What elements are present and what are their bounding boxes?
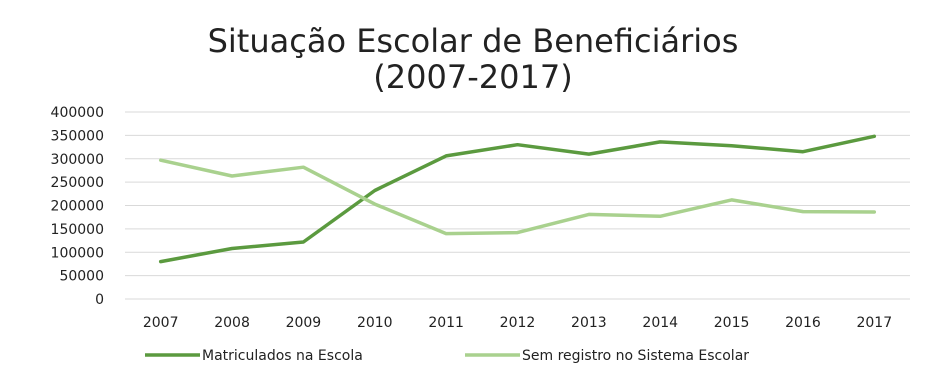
y-tick-label: 50000	[59, 269, 104, 285]
chart-title-line-2: (2007-2017)	[373, 58, 572, 96]
x-tick-label: 2010	[357, 315, 393, 331]
chart-title: Situação Escolar de Beneficiários (2007-…	[208, 22, 739, 96]
y-tick-label: 200000	[51, 199, 104, 215]
x-axis-tick-labels: 2007 2008 2009 2010 2011 2012 2013 2014 2015 2016…	[143, 315, 892, 331]
y-tick-label: 400000	[51, 105, 104, 121]
x-tick-label: 2012	[500, 315, 536, 331]
x-tick-label: 2007	[143, 315, 179, 331]
x-tick-label: 2011	[428, 315, 464, 331]
x-tick-label: 2014	[642, 315, 678, 331]
series-line-1	[158, 134, 877, 264]
y-tick-label: 250000	[51, 175, 104, 191]
chart-title-line-1: Situação Escolar de Beneficiários	[208, 22, 739, 60]
legend-label-2: Sem registro no Sistema Escolar	[522, 348, 749, 364]
x-tick-label: 2016	[785, 315, 821, 331]
x-tick-label: 2015	[714, 315, 750, 331]
x-tick-label: 2009	[286, 315, 322, 331]
grid	[125, 111, 910, 300]
y-tick-label: 150000	[51, 222, 104, 238]
x-tick-label: 2013	[571, 315, 607, 331]
y-tick-label: 100000	[51, 245, 104, 261]
series-line-2	[158, 158, 877, 236]
y-tick-label: 300000	[51, 152, 104, 168]
y-tick-label: 0	[95, 292, 104, 308]
legend: Matriculados na Escola Sem registro no Si…	[145, 348, 749, 364]
series-lines	[158, 134, 877, 264]
y-tick-label: 350000	[51, 128, 104, 144]
x-tick-label: 2008	[214, 315, 250, 331]
y-axis-tick-labels: 400000 350000 300000 250000 200000 150000 1000…	[51, 105, 104, 308]
legend-label-1: Matriculados na Escola	[202, 348, 363, 364]
x-tick-label: 2017	[856, 315, 892, 331]
